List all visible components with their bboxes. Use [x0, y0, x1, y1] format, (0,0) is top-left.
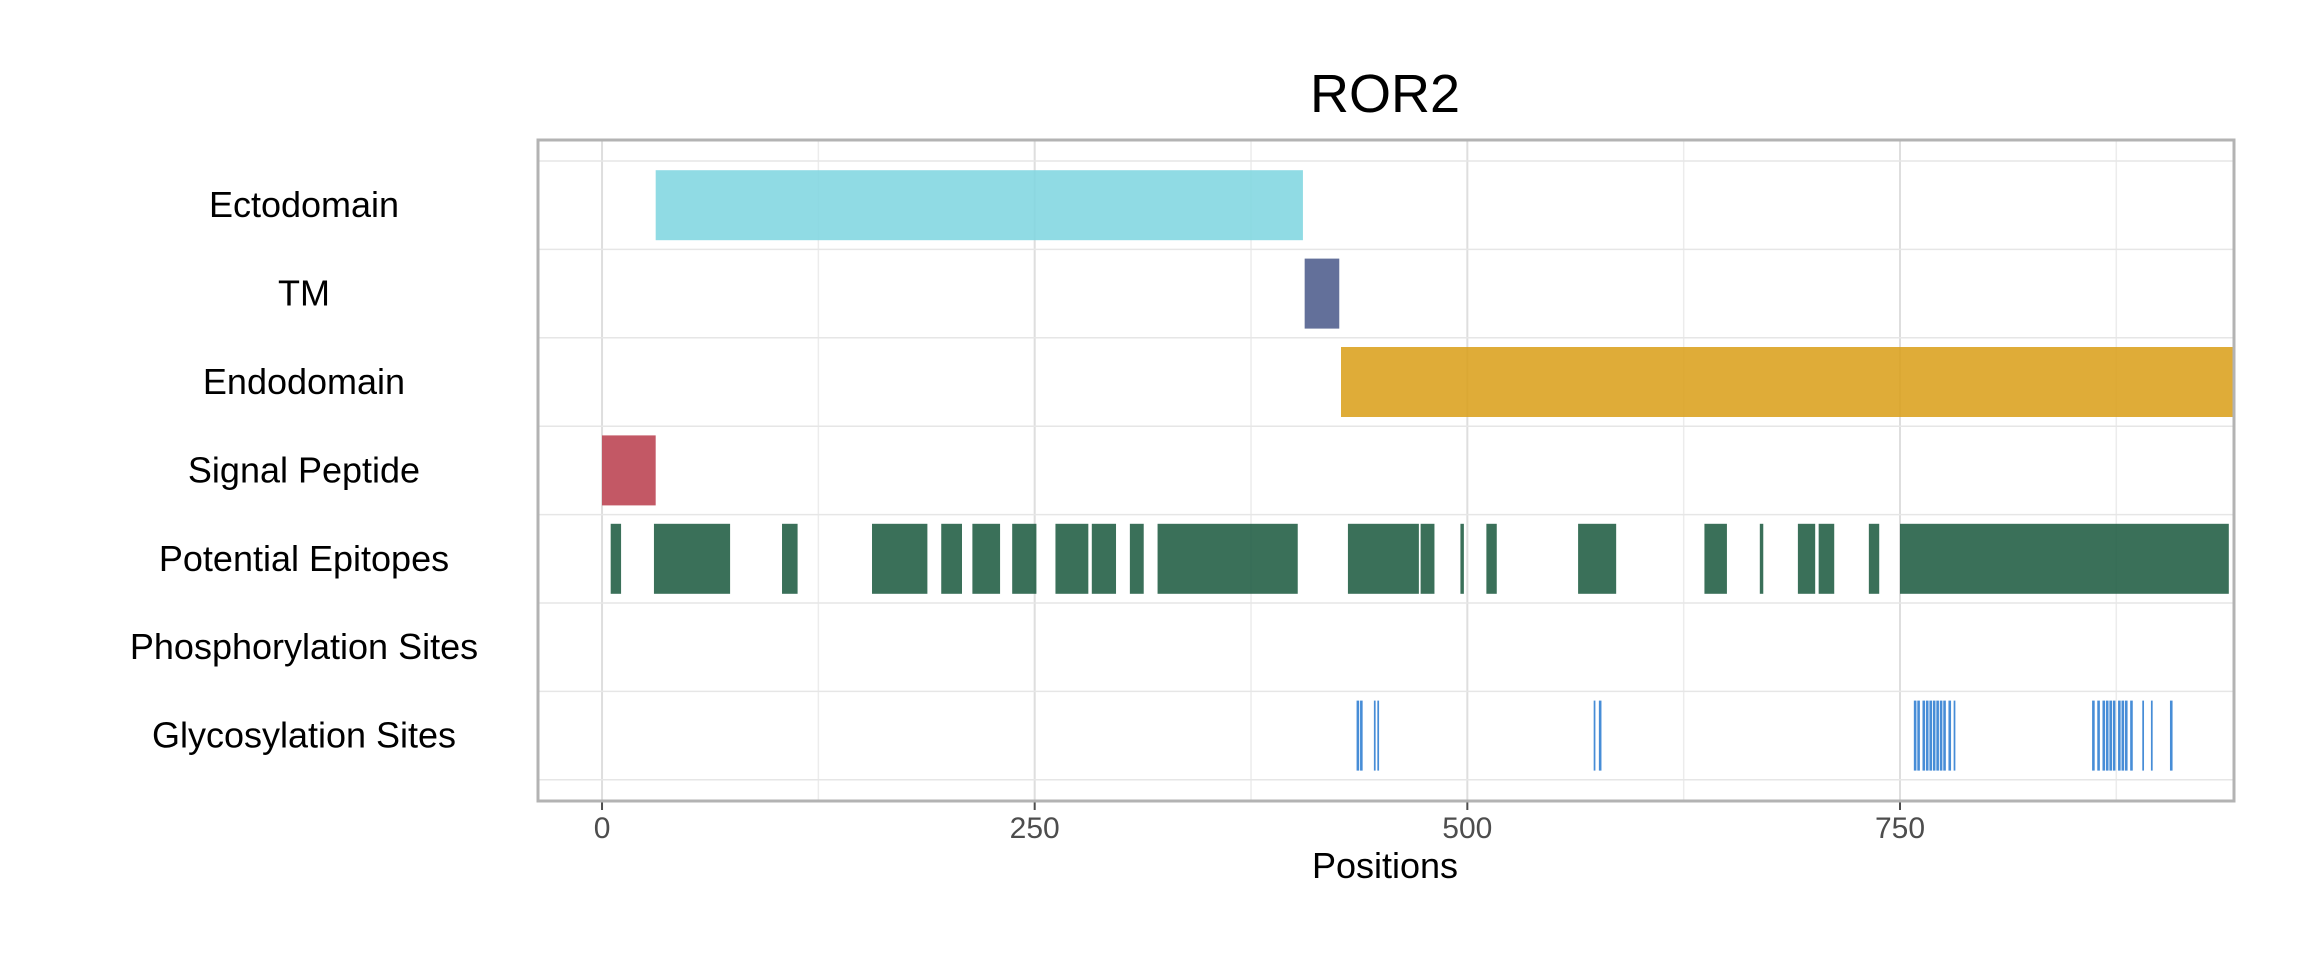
bar-segment	[1157, 523, 1298, 594]
bar-segment	[782, 523, 798, 594]
bar-segment	[972, 523, 1001, 594]
bar-segment	[1356, 700, 1360, 771]
bar-segment	[1012, 523, 1037, 594]
bar-segment	[610, 523, 622, 594]
bar-segment	[2142, 700, 2145, 771]
bar-segment	[1925, 700, 1929, 771]
bar-segment	[1797, 523, 1816, 594]
x-tick-label: 500	[1442, 812, 1492, 845]
bar-segment	[1943, 700, 1946, 771]
x-tick-label: 750	[1875, 812, 1925, 845]
bar-segment	[2118, 700, 2121, 771]
bar-segment	[1704, 523, 1727, 594]
bar-segment	[2102, 700, 2106, 771]
row-label: Endodomain	[203, 361, 405, 402]
bar-segment	[1868, 523, 1880, 594]
bar-segment	[2105, 700, 2109, 771]
x-tick-label: 0	[594, 812, 611, 845]
bar-segment	[2150, 700, 2153, 771]
bar-segment	[1129, 523, 1144, 594]
bar-segment	[1936, 700, 1939, 771]
bar-segment	[1598, 700, 1602, 771]
bar-segment	[941, 523, 962, 594]
row-label: Potential Epitopes	[159, 538, 449, 579]
bar-segment	[1055, 523, 1089, 594]
bar-segment	[602, 435, 656, 506]
bar-segment	[2109, 700, 2112, 771]
x-axis-title: Positions	[1312, 845, 1458, 886]
row-label: Signal Peptide	[188, 449, 420, 490]
row-label: Ectodomain	[209, 184, 399, 225]
bar-segment	[1948, 700, 1952, 771]
bar-segment	[1347, 523, 1419, 594]
bar-segment	[872, 523, 928, 594]
row-label: Glycosylation Sites	[152, 715, 456, 756]
grid	[538, 140, 2234, 801]
bar-segment	[1917, 700, 1920, 771]
bar-segment	[1420, 523, 1435, 594]
bar-segment	[1759, 523, 1764, 594]
row-label: TM	[278, 273, 330, 314]
bar-segment	[1818, 523, 1835, 594]
bar-segment	[1939, 700, 1943, 771]
x-axis-ticks: 0 250 500 750	[594, 802, 1925, 845]
bar-segment	[2092, 700, 2095, 771]
bar-segment	[2112, 700, 2116, 771]
bar-segment	[1091, 523, 1117, 594]
bar-segment	[1953, 700, 1956, 771]
x-tick-label: 250	[1010, 812, 1060, 845]
bar-segment	[1486, 523, 1497, 594]
bar-segment	[1460, 523, 1464, 594]
bar-segment	[1360, 700, 1363, 771]
bar-segment	[1304, 258, 1340, 329]
bar-segment	[2169, 700, 2173, 771]
row-label: Phosphorylation Sites	[130, 626, 478, 667]
bar-segment	[1373, 700, 1376, 771]
chart-title: ROR2	[1310, 64, 1460, 124]
bar-segment	[2130, 700, 2133, 771]
bar-segment	[653, 523, 731, 594]
panel-border	[536, 138, 2236, 803]
bar-segment	[1929, 700, 1933, 771]
bar-segment	[2124, 700, 2128, 771]
bar-segment	[1899, 523, 2229, 594]
bar-segment	[2097, 700, 2100, 771]
bar-segment	[1341, 347, 2234, 417]
bar-segment	[655, 170, 1303, 241]
bar-segment	[1377, 700, 1380, 771]
bar-segment	[1922, 700, 1926, 771]
bars	[602, 170, 2234, 771]
bar-segment	[1932, 700, 1936, 771]
bar-segment	[1578, 523, 1617, 594]
row-labels: Ectodomain TM Endodomain Signal Peptide Pote…	[130, 184, 478, 755]
bar-segment	[1913, 700, 1917, 771]
bar-segment	[2121, 700, 2125, 771]
bar-segment	[1593, 700, 1596, 771]
